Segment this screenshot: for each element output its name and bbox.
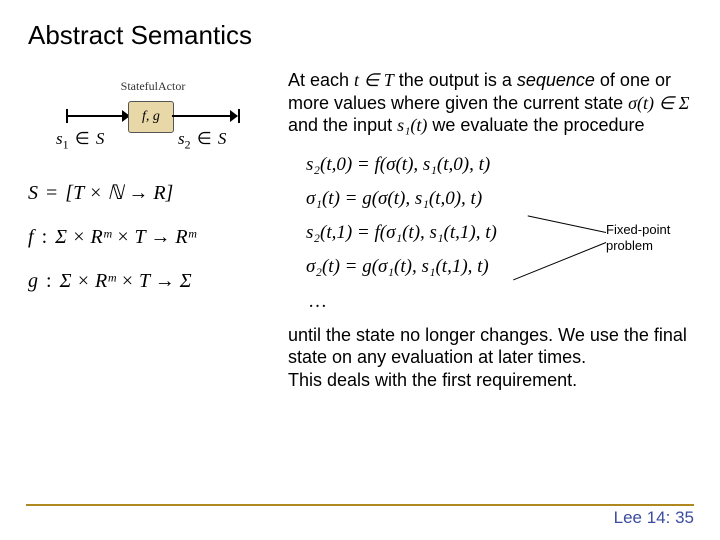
- proc-eq4: σ₂(t) = g(σ₁(t), s₁(t,1), t): [306, 251, 692, 283]
- slide-footer: Lee 14: 35: [614, 508, 694, 528]
- input-signal-label: s1 ∈ S: [56, 129, 104, 152]
- type-equations: S = [T × ℕ → R] f : Σ × Rᵐ × T → Rᵐ g : …: [28, 173, 278, 301]
- eq-S: S = [T × ℕ → R]: [28, 173, 278, 213]
- input-port: [66, 109, 68, 123]
- proc-ellipsis: …: [308, 286, 692, 318]
- actor-diagram: StatefulActor f, g s1 ∈ S s2 ∈ S: [28, 69, 268, 159]
- eq-g: g : Σ × Rᵐ × T → Σ: [28, 261, 278, 301]
- eq-f: f : Σ × Rᵐ × T → Rᵐ: [28, 217, 278, 257]
- left-column: StatefulActor f, g s1 ∈ S s2 ∈ S S = [T …: [28, 69, 278, 391]
- fixed-point-callout: Fixed-pointproblem: [606, 222, 678, 253]
- slide-title: Abstract Semantics: [28, 20, 692, 51]
- footer-separator: [26, 504, 694, 506]
- output-port: [238, 109, 240, 123]
- input-wire: [66, 115, 128, 117]
- proc-eq2: σ₁(t) = g(σ(t), s₁(t,0), t): [306, 183, 692, 215]
- proc-eq1: s₂(t,0) = f(σ(t), s₁(t,0), t): [306, 149, 692, 181]
- conclusion-paragraph: until the state no longer changes. We us…: [288, 324, 692, 392]
- output-arrow: [230, 110, 238, 122]
- intro-paragraph: At each t ∈ T the output is a sequence o…: [288, 69, 692, 137]
- actor-label: StatefulActor: [118, 79, 188, 94]
- output-signal-label: s2 ∈ S: [178, 129, 226, 152]
- output-wire: [172, 115, 236, 117]
- actor-box: f, g: [128, 101, 174, 133]
